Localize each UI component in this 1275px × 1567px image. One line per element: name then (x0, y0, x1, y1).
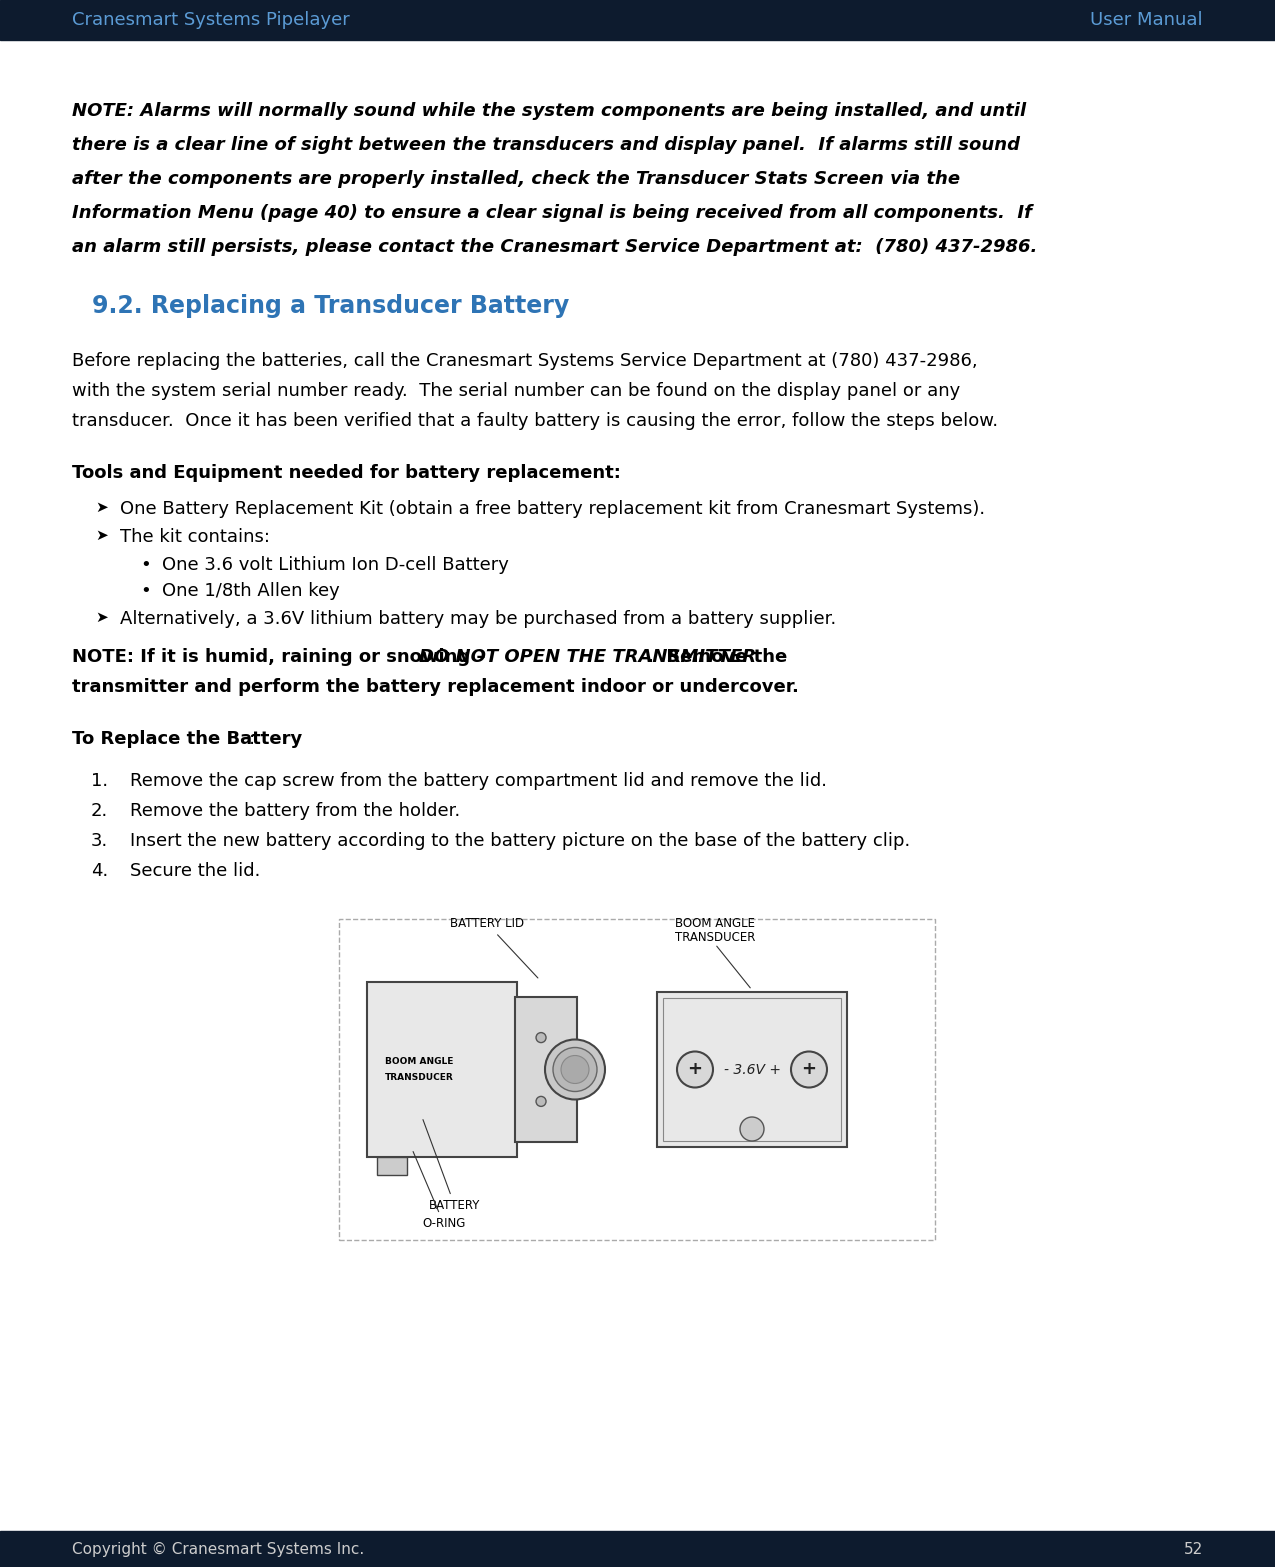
Text: NOTE: Alarms will normally sound while the system components are being installed: NOTE: Alarms will normally sound while t… (71, 102, 1026, 121)
Circle shape (536, 1097, 546, 1106)
Bar (339, 918, 935, 1239)
Text: +: + (802, 1061, 816, 1078)
Text: transducer.  Once it has been verified that a faulty battery is causing the erro: transducer. Once it has been verified th… (71, 412, 998, 429)
Text: BOOM ANGLE: BOOM ANGLE (674, 917, 755, 929)
Text: 1.: 1. (91, 773, 108, 790)
Text: One 1/8th Allen key: One 1/8th Allen key (162, 581, 339, 600)
Text: ➤: ➤ (96, 528, 108, 544)
Text: ➤: ➤ (96, 610, 108, 625)
Text: Before replacing the batteries, call the Cranesmart Systems Service Department a: Before replacing the batteries, call the… (71, 353, 978, 370)
Text: Alternatively, a 3.6V lithium battery may be purchased from a battery supplier.: Alternatively, a 3.6V lithium battery ma… (120, 610, 836, 628)
Bar (0, 0, 1275, 41)
Bar (663, 998, 842, 1141)
Text: an alarm still persists, please contact the Cranesmart Service Department at:  (: an alarm still persists, please contact … (71, 238, 1038, 255)
Circle shape (740, 1117, 764, 1141)
Text: To Replace the Battery: To Replace the Battery (71, 730, 302, 747)
Bar (657, 992, 847, 1147)
Text: Tools and Equipment needed for battery replacement:: Tools and Equipment needed for battery r… (71, 464, 621, 483)
Text: +: + (687, 1061, 703, 1078)
Text: Secure the lid.: Secure the lid. (130, 862, 260, 881)
Text: Copyright © Cranesmart Systems Inc.: Copyright © Cranesmart Systems Inc. (71, 1542, 365, 1556)
Text: ➤: ➤ (96, 500, 108, 516)
Circle shape (790, 1051, 827, 1087)
Circle shape (536, 1033, 546, 1042)
Text: after the components are properly installed, check the Transducer Stats Screen v: after the components are properly instal… (71, 169, 960, 188)
Text: One Battery Replacement Kit (obtain a free battery replacement kit from Cranesma: One Battery Replacement Kit (obtain a fr… (120, 500, 986, 519)
Circle shape (677, 1051, 713, 1087)
Text: Remove the battery from the holder.: Remove the battery from the holder. (130, 802, 460, 820)
Text: :: : (250, 730, 255, 747)
Text: NOTE: If it is humid, raining or snowing –: NOTE: If it is humid, raining or snowing… (71, 649, 492, 666)
Text: Insert the new battery according to the battery picture on the base of the batte: Insert the new battery according to the … (130, 832, 910, 849)
Text: The kit contains:: The kit contains: (120, 528, 270, 545)
Text: Information Menu (page 40) to ensure a clear signal is being received from all c: Information Menu (page 40) to ensure a c… (71, 204, 1031, 223)
Bar (0, 1531, 1275, 1567)
Text: DO NOT OPEN THE TRANSMITTER: DO NOT OPEN THE TRANSMITTER (418, 649, 756, 666)
Text: BATTERY: BATTERY (423, 1119, 481, 1211)
Text: Remove the cap screw from the battery compartment lid and remove the lid.: Remove the cap screw from the battery co… (130, 773, 827, 790)
Text: there is a clear line of sight between the transducers and display panel.  If al: there is a clear line of sight between t… (71, 136, 1020, 154)
Text: 3.: 3. (91, 832, 108, 849)
Text: One 3.6 volt Lithium Ion D-cell Battery: One 3.6 volt Lithium Ion D-cell Battery (162, 556, 509, 574)
Text: TRANSDUCER: TRANSDUCER (674, 931, 755, 943)
Text: BATTERY LID: BATTERY LID (450, 917, 538, 978)
Circle shape (553, 1047, 597, 1092)
Text: 9.2. Replacing a Transducer Battery: 9.2. Replacing a Transducer Battery (92, 295, 569, 318)
Text: O-RING: O-RING (413, 1152, 465, 1230)
Text: .  Remove the: . Remove the (648, 649, 788, 666)
Text: TRANSDUCER: TRANSDUCER (385, 1073, 454, 1081)
Circle shape (561, 1056, 589, 1083)
Text: User Manual: User Manual (1090, 11, 1204, 30)
Text: •: • (140, 556, 152, 574)
Circle shape (544, 1039, 606, 1100)
Text: •: • (140, 581, 152, 600)
Text: Cranesmart Systems Pipelayer: Cranesmart Systems Pipelayer (71, 11, 349, 30)
Text: 2.: 2. (91, 802, 108, 820)
Bar (367, 983, 516, 1156)
Text: 4.: 4. (91, 862, 108, 881)
Text: 52: 52 (1183, 1542, 1204, 1556)
Text: - 3.6V +: - 3.6V + (723, 1062, 780, 1077)
Bar (377, 1156, 407, 1175)
Text: BOOM ANGLE: BOOM ANGLE (385, 1058, 454, 1066)
Bar (515, 997, 578, 1142)
Text: transmitter and perform the battery replacement indoor or undercover.: transmitter and perform the battery repl… (71, 679, 799, 696)
Text: with the system serial number ready.  The serial number can be found on the disp: with the system serial number ready. The… (71, 382, 960, 400)
